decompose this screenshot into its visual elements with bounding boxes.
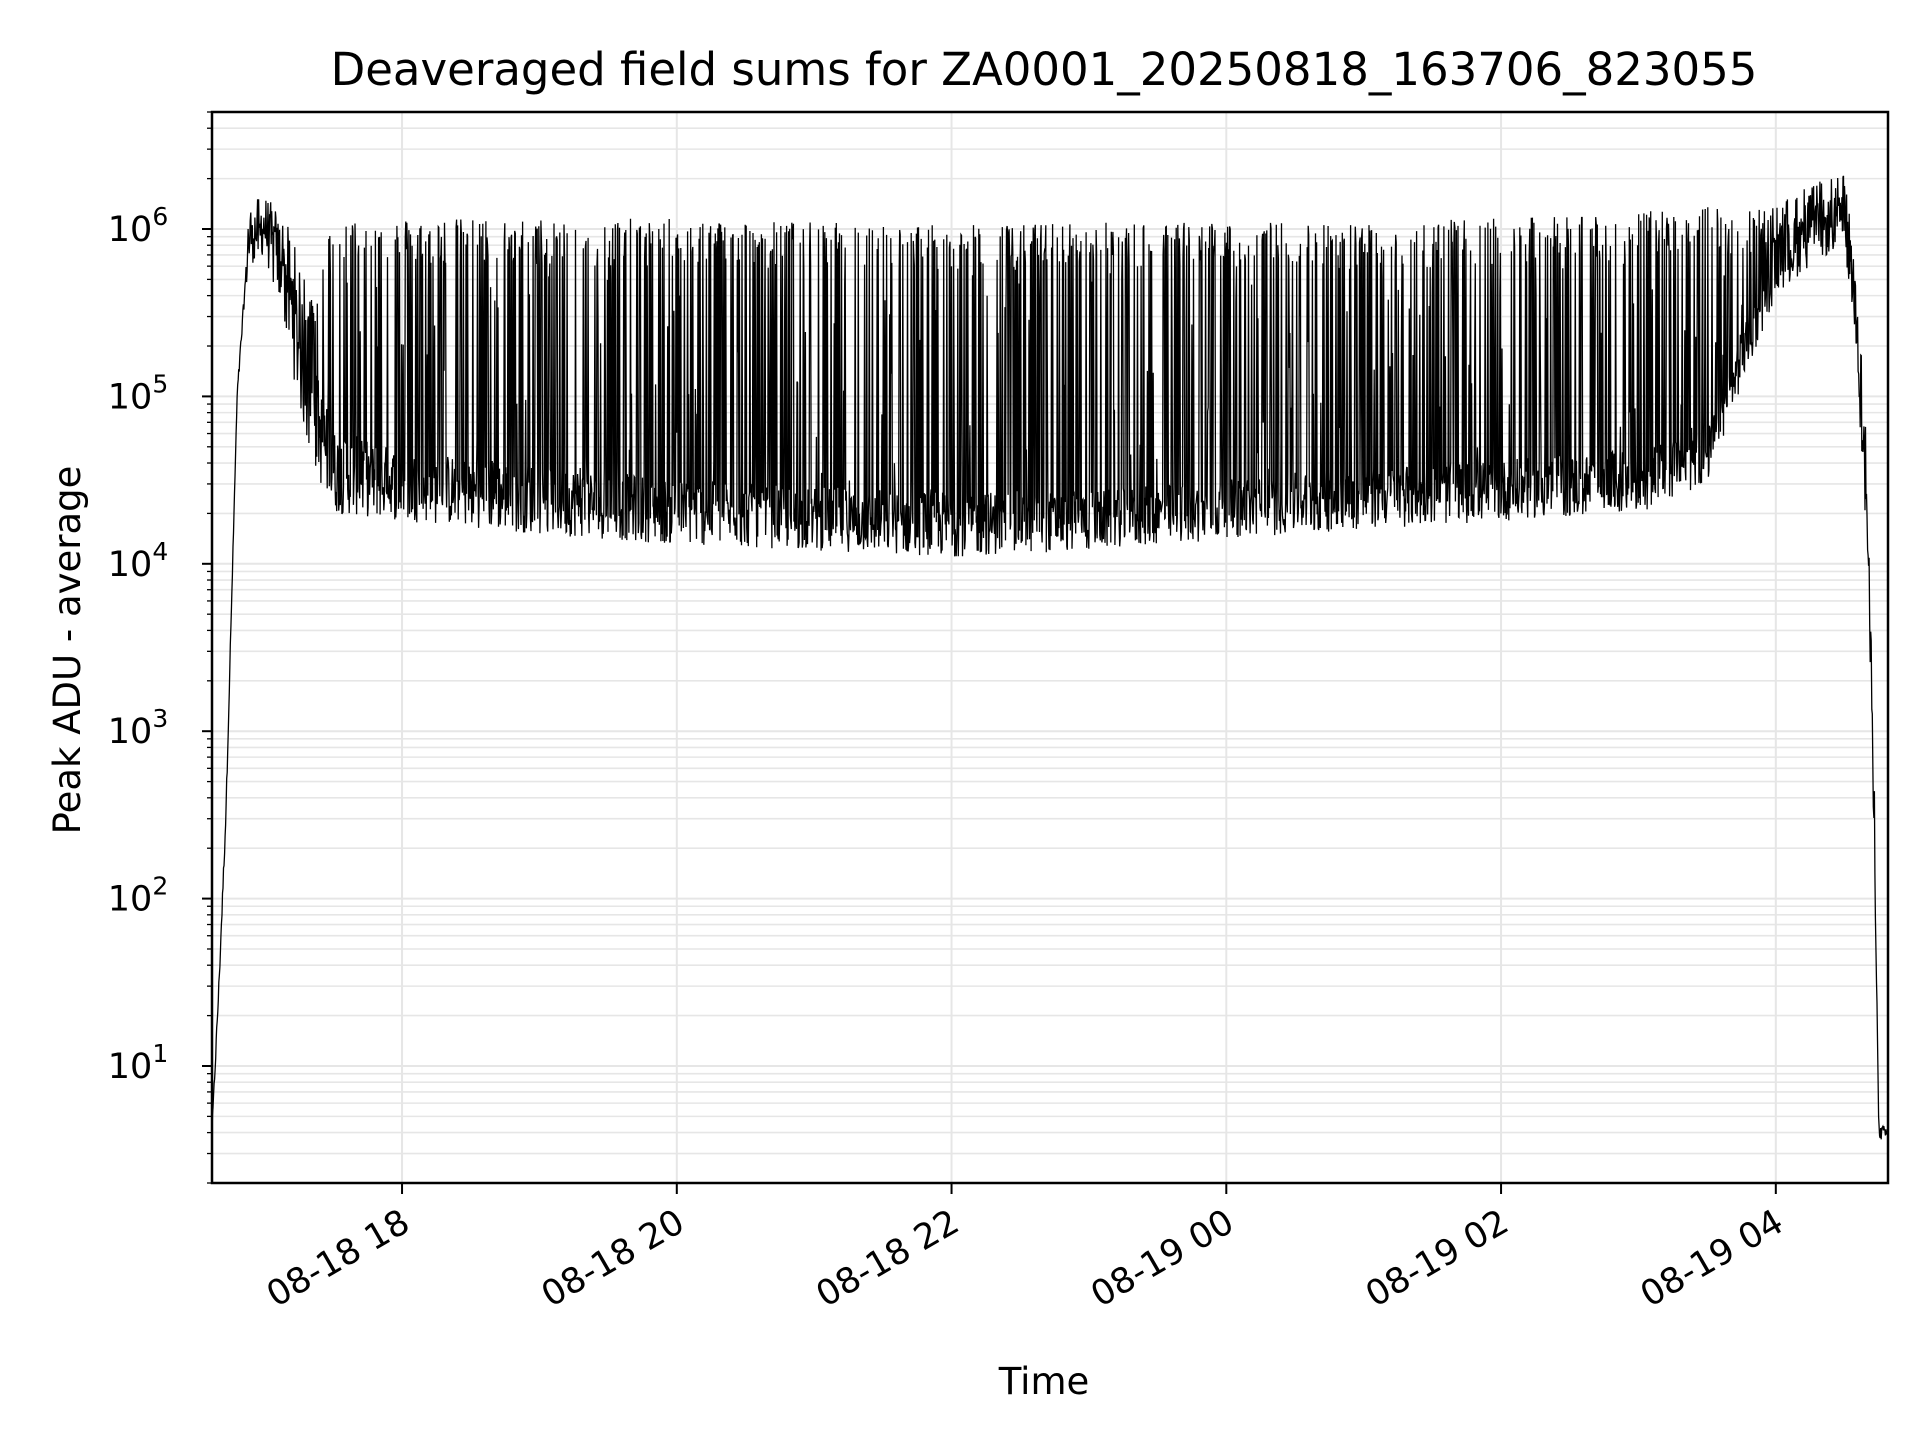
series-line bbox=[211, 175, 1889, 1140]
y-tick-label: 103 bbox=[108, 704, 168, 752]
chart-title: Deaveraged field sums for ZA0001_2025081… bbox=[331, 43, 1758, 96]
y-tick-label: 104 bbox=[108, 537, 168, 585]
y-axis-label: Peak ADU - average bbox=[46, 466, 89, 835]
y-tick-label: 106 bbox=[108, 202, 168, 250]
y-tick-label: 102 bbox=[108, 872, 168, 920]
y-tick-label: 101 bbox=[108, 1039, 168, 1087]
y-tick-label: 105 bbox=[108, 369, 168, 417]
plot-frame bbox=[210, 110, 1890, 1185]
x-axis-label: Time bbox=[998, 1360, 1090, 1403]
